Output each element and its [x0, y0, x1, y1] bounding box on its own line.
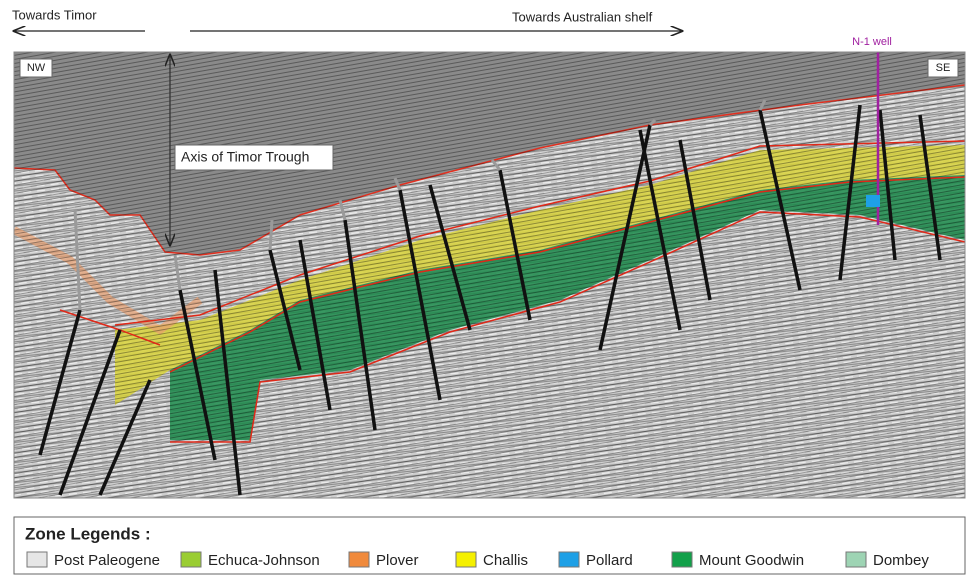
legend-swatch — [181, 552, 201, 567]
legend-swatch — [846, 552, 866, 567]
legend-label: Plover — [376, 552, 419, 569]
trough-label: Axis of Timor Trough — [181, 149, 309, 165]
seismic-section: Axis of Timor Trough NW SE — [14, 52, 965, 498]
nw-label: NW — [27, 62, 46, 74]
right-arrow-label: Towards Australian shelf — [512, 9, 653, 24]
legend-label: Echuca-Johnson — [208, 552, 320, 569]
legend-swatch — [27, 552, 47, 567]
seismic-texture — [14, 52, 965, 498]
legend-swatch — [672, 552, 692, 567]
legend-swatch — [559, 552, 579, 567]
left-arrow-label: Towards Timor — [12, 7, 97, 22]
legend-swatch — [456, 552, 476, 567]
well-label: N-1 well — [852, 36, 892, 48]
legend-label: Challis — [483, 552, 528, 569]
legend-title: Zone Legends : — [25, 524, 151, 543]
legend-swatch — [349, 552, 369, 567]
legend-label: Post Paleogene — [54, 552, 160, 569]
well-log — [866, 195, 880, 207]
legend-label: Mount Goodwin — [699, 552, 804, 569]
legend-label: Dombey — [873, 552, 929, 569]
legend-label: Pollard — [586, 552, 633, 569]
se-label: SE — [936, 62, 951, 74]
figure: Towards Timor Towards Australian shelf — [0, 0, 967, 575]
